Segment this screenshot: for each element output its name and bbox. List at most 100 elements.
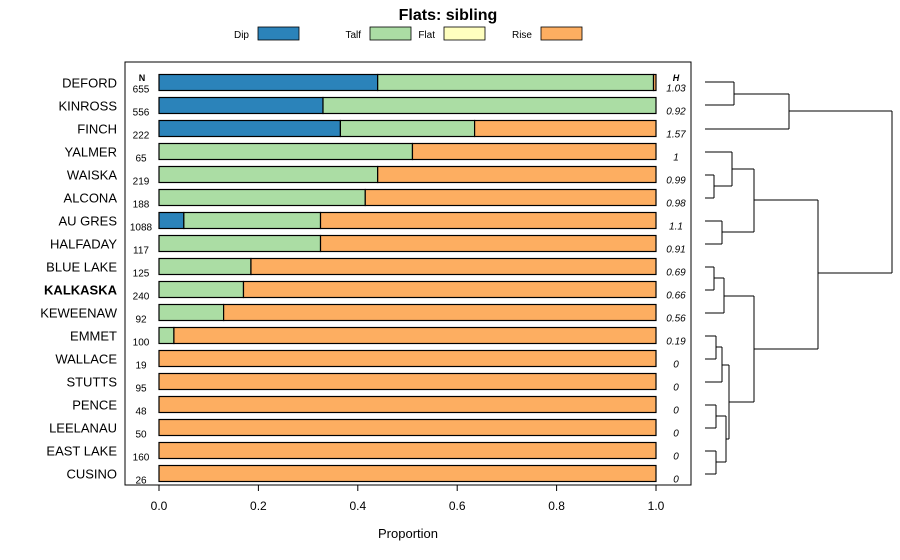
- bar-segment-rise: [377, 165, 657, 184]
- legend: Dip Talf Flat Rise: [234, 26, 583, 41]
- h-value: 0.99: [666, 176, 686, 187]
- bar-segment-talf: [322, 96, 657, 115]
- dendrogram: [705, 81, 893, 475]
- bar-segment-rise: [158, 418, 657, 437]
- x-tick-label: 0.6: [449, 499, 466, 513]
- row-label: KINROSS: [58, 99, 117, 114]
- n-value: 655: [133, 85, 150, 96]
- bar-segment-rise: [473, 119, 657, 138]
- h-value: 0: [673, 383, 679, 394]
- bar-row: EAST LAKE 160 0: [46, 441, 679, 464]
- h-column-header: H: [673, 73, 680, 83]
- bar-row: PENCE 48 0: [72, 395, 679, 418]
- h-value: 0.91: [666, 245, 685, 256]
- h-value: 1.03: [666, 84, 686, 95]
- h-value: 0.66: [666, 291, 686, 302]
- row-label: KALKASKA: [44, 283, 118, 298]
- bar-segment-talf: [158, 142, 414, 161]
- h-value: 0: [673, 475, 679, 486]
- row-label: PENCE: [72, 398, 117, 413]
- bar-segment-rise: [158, 349, 657, 368]
- bar-row: KEWEENAW 92 0.56: [40, 303, 686, 326]
- bar-segment-talf: [339, 119, 476, 138]
- h-value: 0.98: [666, 199, 686, 210]
- bar-segment-talf: [377, 73, 655, 92]
- x-tick-label: 1.0: [648, 499, 665, 513]
- bar-segment-rise: [158, 464, 657, 483]
- legend-label-talf: Talf: [345, 30, 361, 41]
- bar-segment-talf: [158, 234, 322, 253]
- row-label: CUSINO: [66, 467, 117, 482]
- bar-segment-rise: [319, 234, 657, 253]
- row-label: YALMER: [65, 145, 118, 160]
- h-value: 1.57: [666, 130, 686, 141]
- h-value: 0.69: [666, 268, 686, 279]
- bar-row: BLUE LAKE 125 0.69: [46, 257, 686, 280]
- bar-segment-dip: [158, 96, 324, 115]
- bar-segment-talf: [158, 257, 252, 276]
- bar-row: YALMER 65 1: [65, 142, 679, 165]
- bar-row: WAISKA 219 0.99: [67, 165, 686, 188]
- x-tick-label: 0.4: [349, 499, 366, 513]
- bar-row: HALFADAY 117 0.91: [50, 234, 686, 257]
- n-value: 222: [133, 131, 150, 142]
- bar-segment-rise: [319, 211, 657, 230]
- bar-row: WALLACE 19 0: [55, 349, 679, 372]
- bar-segment-rise: [250, 257, 657, 276]
- bar-row: KALKASKA 240 0.66: [44, 280, 686, 303]
- bar-row: AU GRES 1088 1.1: [58, 211, 683, 234]
- bar-row: DEFORD 655 1.03: [62, 73, 686, 96]
- n-value: 48: [135, 407, 147, 418]
- n-value: 125: [133, 269, 150, 280]
- bar-segment-dip: [158, 73, 379, 92]
- n-value: 160: [133, 453, 150, 464]
- row-label: KEWEENAW: [40, 306, 118, 321]
- n-value: 1088: [130, 223, 153, 234]
- x-tick-label: 0.2: [250, 499, 267, 513]
- row-label: STUTTS: [66, 375, 117, 390]
- row-label: LEELANAU: [49, 421, 117, 436]
- n-value: 92: [135, 315, 147, 326]
- bar-segment-talf: [158, 303, 225, 322]
- bar-segment-talf: [183, 211, 322, 230]
- bar-segment-talf: [158, 280, 245, 299]
- row-label: WAISKA: [67, 168, 117, 183]
- row-label: AU GRES: [58, 214, 117, 229]
- n-value: 65: [135, 154, 147, 165]
- n-value: 556: [133, 108, 150, 119]
- h-value: 0: [673, 406, 679, 417]
- legend-swatch-flat: [443, 26, 486, 41]
- bar-row: EMMET 100 0.19: [70, 326, 686, 349]
- h-value: 1.1: [669, 222, 683, 233]
- bar-segment-rise: [158, 441, 657, 460]
- h-value: 1: [673, 153, 679, 164]
- bar-segment-rise: [364, 188, 657, 207]
- bar-segment-rise: [223, 303, 657, 322]
- bar-segment-talf: [158, 326, 175, 345]
- bar-row: ALCONA 188 0.98: [64, 188, 686, 211]
- h-value: 0.92: [666, 107, 686, 118]
- n-column-header: N: [139, 73, 146, 83]
- bar-segment-rise: [158, 372, 657, 391]
- row-label: EAST LAKE: [46, 444, 117, 459]
- h-value: 0.19: [666, 337, 686, 348]
- row-label: DEFORD: [62, 76, 117, 91]
- legend-swatch-dip: [257, 26, 300, 41]
- row-label: BLUE LAKE: [46, 260, 117, 275]
- n-value: 100: [133, 338, 150, 349]
- bar-segment-rise: [158, 395, 657, 414]
- legend-label-rise: Rise: [512, 30, 532, 41]
- bar-segment-rise: [173, 326, 657, 345]
- legend-label-flat: Flat: [418, 30, 435, 41]
- row-label: WALLACE: [55, 352, 117, 367]
- bar-row: LEELANAU 50 0: [49, 418, 679, 441]
- bar-segment-rise: [411, 142, 657, 161]
- chart-title: Flats: sibling: [399, 7, 498, 24]
- n-value: 117: [133, 246, 149, 257]
- bar-segment-dip: [158, 211, 185, 230]
- h-value: 0: [673, 429, 679, 440]
- h-value: 0.56: [666, 314, 686, 325]
- n-value: 19: [135, 361, 147, 372]
- n-value: 26: [135, 476, 147, 487]
